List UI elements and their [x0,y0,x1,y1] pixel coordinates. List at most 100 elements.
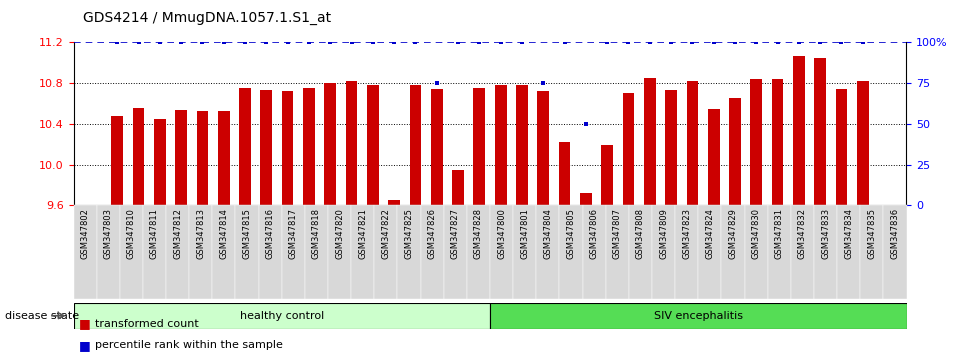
Bar [197,111,209,205]
Text: GSM347827: GSM347827 [451,208,460,259]
Text: GSM347807: GSM347807 [612,208,621,259]
Bar [602,145,613,205]
Bar [582,205,606,299]
Text: ■: ■ [78,339,90,352]
Text: GSM347801: GSM347801 [520,208,529,259]
Bar [860,205,883,299]
Text: GSM347800: GSM347800 [497,208,506,259]
Bar [444,205,466,299]
Bar [514,205,536,299]
Text: SIV encephalitis: SIV encephalitis [654,311,743,321]
Bar [837,205,860,299]
Bar [74,205,97,299]
Bar [388,200,400,205]
Text: GSM347813: GSM347813 [196,208,205,259]
Bar [580,193,592,205]
Bar [324,83,336,205]
Bar [490,303,906,329]
Bar [239,88,251,205]
Bar [791,205,814,299]
Bar [814,205,837,299]
Bar [328,205,351,299]
Bar [665,90,677,205]
Bar [259,205,282,299]
Text: GSM347833: GSM347833 [821,208,830,259]
Bar [559,142,570,205]
Bar [675,205,698,299]
Text: healthy control: healthy control [240,311,323,321]
Text: GSM347834: GSM347834 [844,208,854,259]
Text: GSM347808: GSM347808 [636,208,645,259]
Text: GSM347806: GSM347806 [590,208,599,259]
Text: GSM347814: GSM347814 [220,208,228,259]
Bar [745,205,767,299]
Bar [189,205,213,299]
Text: GSM347802: GSM347802 [80,208,89,259]
Text: disease state: disease state [5,311,79,321]
Text: GSM347835: GSM347835 [867,208,876,259]
Bar [771,79,783,205]
Bar [305,205,328,299]
Bar [652,205,675,299]
Text: GSM347829: GSM347829 [728,208,738,259]
Bar [452,170,464,205]
Text: GSM347824: GSM347824 [706,208,714,259]
Bar [166,205,189,299]
Bar [282,205,305,299]
Bar [303,88,315,205]
Bar [74,303,490,329]
Text: GSM347828: GSM347828 [474,208,483,259]
Bar [473,88,485,205]
Text: percentile rank within the sample: percentile rank within the sample [95,340,283,350]
Text: GSM347803: GSM347803 [104,208,113,259]
Text: GSM347831: GSM347831 [775,208,784,259]
Bar [431,89,443,205]
Bar [606,205,629,299]
Text: GSM347805: GSM347805 [566,208,575,259]
Text: GSM347823: GSM347823 [682,208,691,259]
Bar [154,119,166,205]
Text: GSM347810: GSM347810 [126,208,136,259]
Bar [410,85,421,205]
Bar [213,205,235,299]
Bar [218,111,229,205]
Bar [836,89,848,205]
Bar [537,91,549,205]
Bar [698,205,721,299]
Text: transformed count: transformed count [95,319,199,329]
Text: GSM347832: GSM347832 [798,208,807,259]
Bar [814,58,826,205]
Bar [687,81,698,205]
Bar [351,205,374,299]
Bar [721,205,745,299]
Bar [261,90,272,205]
Bar [143,205,166,299]
Text: GSM347821: GSM347821 [359,208,368,259]
Text: GSM347816: GSM347816 [266,208,274,259]
Bar [175,110,187,205]
Bar [857,81,868,205]
Text: GSM347825: GSM347825 [405,208,414,259]
Bar [374,205,398,299]
Text: GSM347809: GSM347809 [659,208,668,259]
Bar [97,205,120,299]
Text: GSM347804: GSM347804 [543,208,553,259]
Bar [112,116,123,205]
Bar [708,109,719,205]
Bar [466,205,490,299]
Text: GSM347830: GSM347830 [752,208,760,259]
Bar [120,205,143,299]
Bar [729,98,741,205]
Bar [536,205,560,299]
Text: GDS4214 / MmugDNA.1057.1.S1_at: GDS4214 / MmugDNA.1057.1.S1_at [83,11,331,25]
Bar [767,205,791,299]
Bar [282,91,293,205]
Text: ■: ■ [78,318,90,330]
Bar [622,93,634,205]
Bar [883,205,906,299]
Bar [132,108,144,205]
Bar [516,85,528,205]
Text: GSM347836: GSM347836 [891,208,900,259]
Text: GSM347820: GSM347820 [335,208,344,259]
Bar [398,205,420,299]
